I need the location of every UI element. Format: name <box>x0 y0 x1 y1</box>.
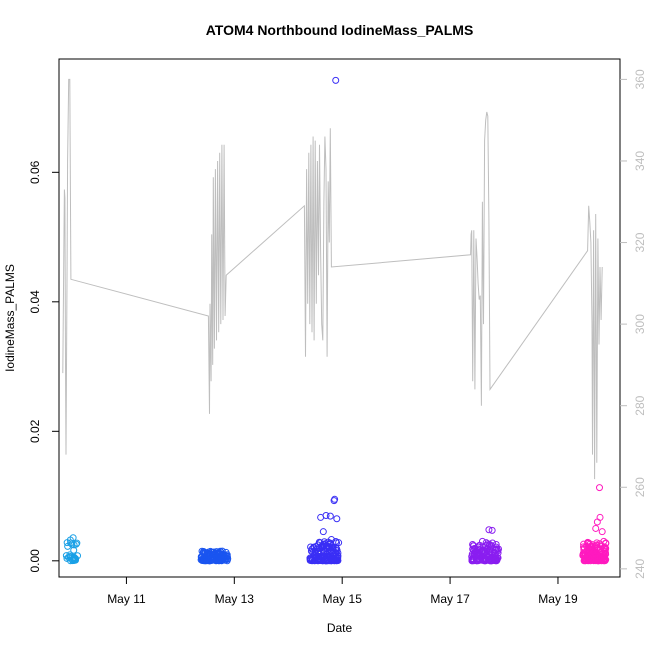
data-point <box>224 555 232 563</box>
chart-title: ATOM4 Northbound IodineMass_PALMS <box>206 22 474 38</box>
series-flight-4 <box>468 526 503 565</box>
data-point <box>317 513 325 521</box>
data-point <box>316 555 324 563</box>
line-series <box>62 78 603 480</box>
data-point <box>200 557 208 565</box>
data-point <box>598 528 606 536</box>
data-point <box>321 556 329 564</box>
data-point <box>67 539 75 547</box>
series-flight-2 <box>197 547 232 565</box>
series-flight-5 <box>579 484 610 565</box>
x-tick-label: May 17 <box>430 592 470 606</box>
y-tick-label-left: 0.06 <box>28 160 42 184</box>
data-point <box>586 540 594 548</box>
data-point <box>485 550 493 558</box>
data-point <box>68 540 76 548</box>
y-tick-label-right: 320 <box>633 232 647 252</box>
data-point <box>62 552 70 560</box>
y-tick-label-right: 260 <box>633 477 647 497</box>
data-point <box>475 552 483 560</box>
data-point <box>332 546 340 554</box>
data-point <box>309 548 317 556</box>
y-tick-label-right: 280 <box>633 395 647 415</box>
y-tick-label-left: 0.04 <box>28 290 42 314</box>
data-point <box>70 546 78 554</box>
data-point <box>601 547 609 555</box>
y-tick-label-left: 0.00 <box>28 549 42 573</box>
data-point <box>319 528 327 536</box>
data-point <box>480 546 488 554</box>
data-point <box>474 543 482 551</box>
y-tick-label-right: 300 <box>633 314 647 334</box>
data-point <box>579 550 587 558</box>
data-point <box>600 537 608 545</box>
series-flight-1 <box>62 534 82 565</box>
data-point <box>215 557 223 565</box>
data-point <box>593 518 601 526</box>
data-point <box>583 555 591 563</box>
data-point <box>602 556 610 564</box>
y-axis-label: IodineMass_PALMS <box>3 264 17 372</box>
data-point <box>327 535 335 543</box>
data-point <box>332 76 340 84</box>
y-tick-label-right: 340 <box>633 151 647 171</box>
data-point <box>601 544 609 552</box>
data-point <box>592 541 600 549</box>
data-point <box>596 484 604 492</box>
data-point <box>67 557 75 565</box>
data-point <box>479 556 487 564</box>
x-axis-label: Date <box>327 621 353 635</box>
data-point <box>597 555 605 563</box>
y-tick-label-right: 240 <box>633 559 647 579</box>
data-point <box>70 555 78 563</box>
data-point <box>586 557 594 565</box>
data-point <box>495 545 503 553</box>
data-point <box>493 555 501 563</box>
data-point <box>333 515 341 523</box>
data-point <box>223 553 231 561</box>
plot-frame <box>58 58 621 578</box>
line-layer <box>62 78 603 480</box>
x-tick-label: May 11 <box>107 592 146 606</box>
x-axis: May 11 May 13 May 15 May 17 May 19 <box>107 577 578 606</box>
data-point <box>488 526 496 534</box>
data-point <box>485 526 493 534</box>
data-point <box>198 557 206 565</box>
x-tick-label: May 13 <box>215 592 255 606</box>
x-tick-label: May 19 <box>538 592 578 606</box>
data-point <box>470 542 478 550</box>
data-point <box>334 557 342 565</box>
data-point <box>468 557 476 565</box>
data-point <box>314 541 322 549</box>
data-point <box>591 553 599 561</box>
data-point <box>335 539 343 547</box>
data-point <box>312 554 320 562</box>
y-tick-label-right: 360 <box>633 69 647 89</box>
data-point <box>585 539 593 547</box>
y-axis-right: 240 260 280 300 320 340 360 <box>620 69 647 579</box>
data-point <box>478 537 486 545</box>
data-point <box>330 497 338 505</box>
y-tick-label-left: 0.02 <box>28 419 42 443</box>
x-tick-label: May 15 <box>323 592 363 606</box>
data-point <box>218 556 226 564</box>
data-point <box>318 541 326 549</box>
y-axis-left: 0.00 0.02 0.04 0.06 <box>28 160 59 572</box>
data-point <box>486 540 494 548</box>
series-flight-3 <box>306 76 343 565</box>
data-point <box>326 539 334 547</box>
data-point <box>326 512 334 520</box>
data-point <box>66 536 74 544</box>
data-point <box>66 553 74 561</box>
data-point <box>592 524 600 532</box>
point-layer <box>62 76 610 565</box>
